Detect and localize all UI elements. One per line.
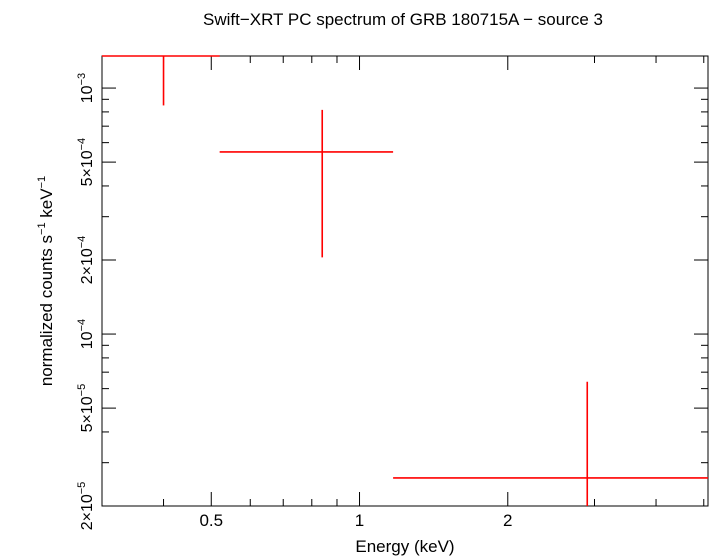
x-tick-labels: 0.5 1 2 xyxy=(199,511,512,530)
y-tick-exponent: −5 xyxy=(76,482,88,495)
data-point xyxy=(393,381,708,506)
y-tick-exponent: −4 xyxy=(76,236,88,249)
y-tick-label: 5×10−5 xyxy=(76,384,96,433)
x-tick-label: 0.5 xyxy=(199,511,223,530)
y-label-exp1: −1 xyxy=(36,222,48,235)
y-tick-labels: 2×10−55×10−510−42×10−45×10−410−3 xyxy=(76,73,96,530)
plot-frame xyxy=(101,55,709,507)
y-tick-base: 2×10 xyxy=(79,248,96,284)
y-tick-exponent: −3 xyxy=(76,73,88,86)
y-tick-exponent: −5 xyxy=(76,384,88,397)
x-tick-label: 2 xyxy=(503,511,512,530)
chart-title: Swift−XRT PC spectrum of GRB 180715A − s… xyxy=(203,10,603,29)
y-label-unit: keV xyxy=(37,188,56,223)
y-tick-exponent: −4 xyxy=(76,319,88,332)
y-tick-base: 2×10 xyxy=(79,494,96,530)
y-tick-base: 10 xyxy=(79,331,96,349)
x-axis-label: Energy (keV) xyxy=(355,537,454,556)
y-tick-base: 10 xyxy=(79,85,96,103)
y-tick-base: 5×10 xyxy=(79,396,96,432)
y-tick-label: 5×10−4 xyxy=(76,138,96,187)
data-points xyxy=(102,55,708,506)
data-point xyxy=(219,109,394,258)
data-point xyxy=(102,55,220,106)
y-label-exp2: −1 xyxy=(36,176,48,189)
y-tick-label: 2×10−4 xyxy=(76,236,96,285)
y-tick-label: 10−4 xyxy=(76,319,96,349)
y-tick-label: 2×10−5 xyxy=(76,482,96,531)
x-tick-label: 1 xyxy=(355,511,364,530)
y-tick-label: 10−3 xyxy=(76,73,96,103)
y-axis-label: normalized counts s−1 keV−1 xyxy=(36,176,56,386)
y-label-main: normalized counts s xyxy=(37,235,56,386)
y-tick-exponent: −4 xyxy=(76,138,88,151)
y-tick-base: 5×10 xyxy=(79,150,96,186)
axis-ticks xyxy=(101,56,708,507)
